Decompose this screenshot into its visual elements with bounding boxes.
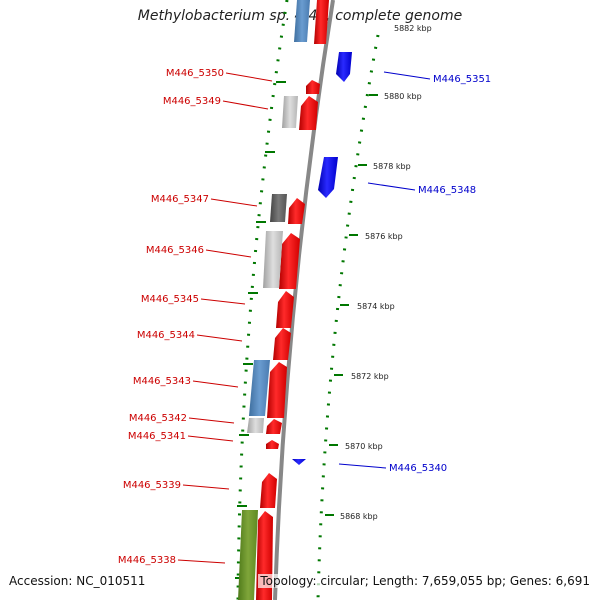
gene-arrow-forward [266,419,282,434]
gene-block [247,418,264,433]
gene-block [270,194,287,222]
tick-label: 5868 kbp [340,512,378,521]
gene-label: M446_5344 [137,330,195,341]
gene-label: M446_5338 [118,555,176,566]
gene-label: M446_5345 [141,294,199,305]
gene-arrow-forward [266,440,279,449]
gene-arrow-forward [267,362,287,418]
gene-label: M446_5350 [166,68,224,79]
inner-guide-ring [236,0,289,600]
inner-major-ticks [235,81,286,579]
gene-arrow-forward [260,473,277,508]
tick-label: 5882 kbp [394,24,432,33]
topology-label: Topology: circular; Length: 7,659,055 bp… [258,574,592,588]
gene-block [282,96,298,128]
gene-label: M446_5340 [389,463,447,474]
tick-label: 5876 kbp [365,232,403,241]
gene-arrow-forward [273,328,291,360]
outer-major-ticks [325,94,378,516]
gene-label: M446_5351 [433,74,491,85]
gene-label: M446_5346 [146,245,204,256]
gene-label: M446_5349 [163,96,221,107]
accession-label: Accession: NC_010511 [7,574,148,588]
gene-label: M446_5343 [133,376,191,387]
tick-label: 5880 kbp [384,92,422,101]
gene-label: M446_5341 [128,431,186,442]
gene-arrow-forward [306,80,320,94]
gene-arrow-forward [279,233,300,289]
genome-backbone [273,0,335,600]
right-leader-lines [338,71,431,469]
gene-label: M446_5342 [129,413,187,424]
gene-block [263,231,283,288]
gene-block [314,0,329,44]
gene-arrow-reverse [318,157,338,198]
gene-arrow-forward [299,96,318,130]
gene-block [249,360,270,416]
gene-arrow-forward [288,198,305,224]
gene-block [238,510,258,600]
gene-label: M446_5347 [151,194,209,205]
gene-arrow-forward [276,291,294,328]
gene-arrow-reverse [292,459,306,465]
gene-block [294,0,310,42]
gene-label: M446_5339 [123,480,181,491]
gene-arrow-reverse [336,52,352,82]
gene-label: M446_5348 [418,185,476,196]
tick-label: 5872 kbp [351,372,389,381]
tick-label: 5870 kbp [345,442,383,451]
tick-label: 5874 kbp [357,302,395,311]
tick-label: 5878 kbp [373,162,411,171]
left-leader-lines [177,72,273,564]
